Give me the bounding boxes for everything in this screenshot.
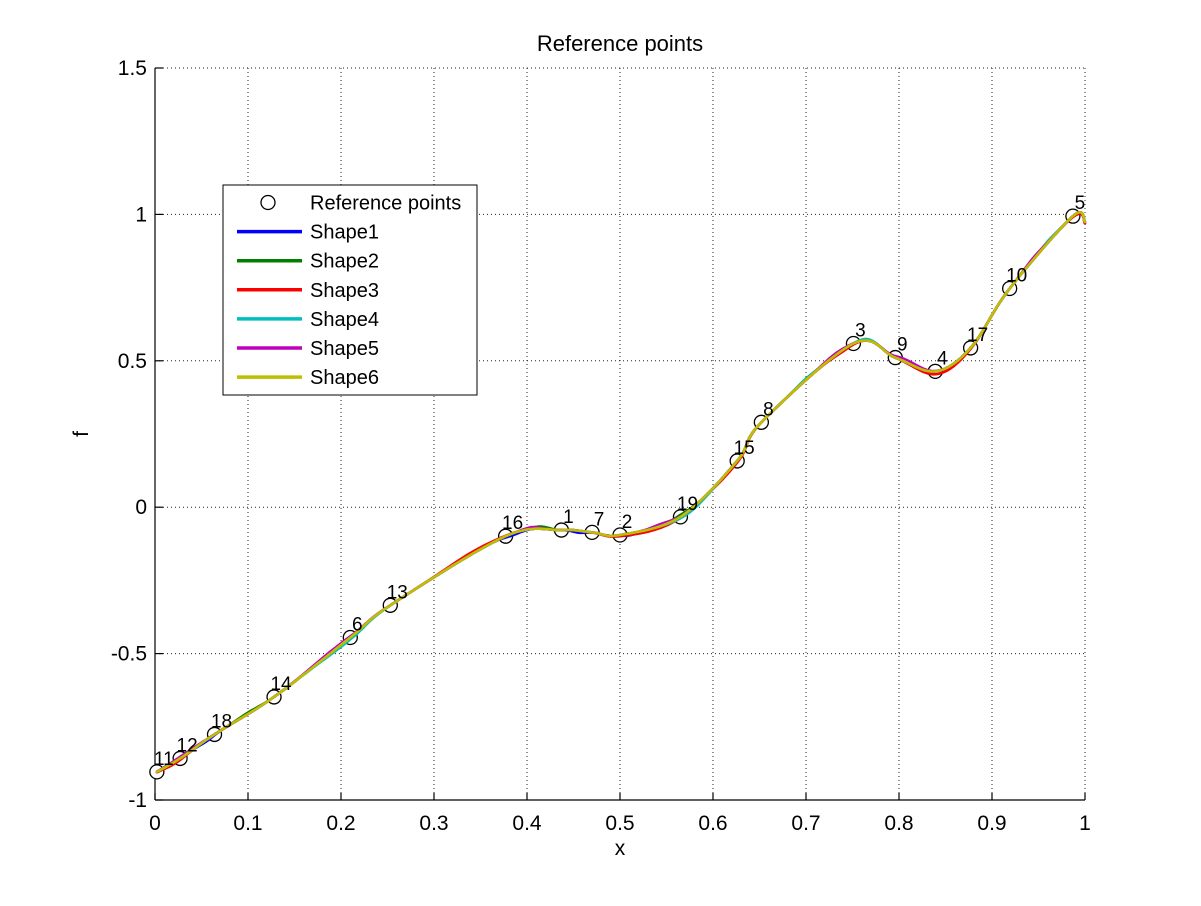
reference-point-label: 7 <box>594 509 605 530</box>
x-tick-label: 0.5 <box>605 812 634 835</box>
y-tick-label: 1 <box>135 203 147 226</box>
reference-point-label: 18 <box>211 711 232 732</box>
reference-point-label: 3 <box>855 321 866 342</box>
x-tick-label: 0.9 <box>977 812 1006 835</box>
grid <box>155 67 1086 800</box>
reference-point-label: 12 <box>177 735 198 756</box>
x-axis-label: x <box>615 837 626 860</box>
reference-point-label: 11 <box>154 749 174 770</box>
y-axis-label: f <box>70 431 93 437</box>
reference-point-label: 19 <box>677 494 698 515</box>
reference-point-label: 1 <box>563 507 574 528</box>
legend-entry-label: Shape4 <box>310 309 379 331</box>
reference-point-label: 16 <box>502 513 523 534</box>
curve-shape6 <box>155 211 1087 774</box>
shape-curves <box>155 211 1087 774</box>
reference-point-label: 17 <box>967 325 988 346</box>
reference-point-label: 9 <box>897 335 908 356</box>
x-tick-label: 0.2 <box>326 812 355 835</box>
y-tick-label: 0 <box>135 496 147 519</box>
legend-circle-marker-icon <box>260 194 276 211</box>
legend: Reference points Shape1 Shape2 Shape3 Shape4… <box>222 184 478 396</box>
legend-entry-label: Reference points <box>310 193 461 215</box>
reference-point-label: 15 <box>734 438 755 459</box>
legend-entry-label: Shape2 <box>310 251 379 273</box>
reference-point-label: 2 <box>622 512 633 533</box>
plot-title: Reference points <box>537 31 703 56</box>
x-tick-label: 1 <box>1079 812 1091 835</box>
y-tick-label: -0.5 <box>111 643 147 666</box>
reference-point-label: 8 <box>763 399 774 420</box>
axes: 0 0.1 0.2 0.3 0.4 0.5 0.6 0.7 0.8 0.9 1 -1 -0.5 0 0.5 1… <box>111 57 1091 835</box>
reference-point-label: 4 <box>937 348 948 369</box>
x-tick-label: 0.4 <box>512 812 542 835</box>
legend-entry-label: Shape3 <box>310 280 379 302</box>
reference-point-label: 14 <box>270 674 292 695</box>
reference-point-label: 13 <box>387 582 408 603</box>
x-tick-label: 0.3 <box>419 812 448 835</box>
legend-entry-label: Shape6 <box>310 367 379 389</box>
legend-entry-label: Shape1 <box>310 222 379 244</box>
x-tick-label: 0.6 <box>698 812 727 835</box>
x-tick-label: 0.1 <box>233 812 262 835</box>
y-tick-label: -1 <box>128 789 147 812</box>
legend-entry-label: Shape5 <box>310 338 379 360</box>
y-tick-label: 0.5 <box>118 350 147 373</box>
reference-point-label: 6 <box>352 614 363 635</box>
x-tick-label: 0.7 <box>791 812 820 835</box>
x-tick-label: 0 <box>149 812 161 835</box>
reference-point-label: 10 <box>1006 265 1027 286</box>
x-tick-label: 0.8 <box>884 812 913 835</box>
y-tick-label: 1.5 <box>118 57 147 80</box>
reference-point-label: 5 <box>1075 193 1086 214</box>
